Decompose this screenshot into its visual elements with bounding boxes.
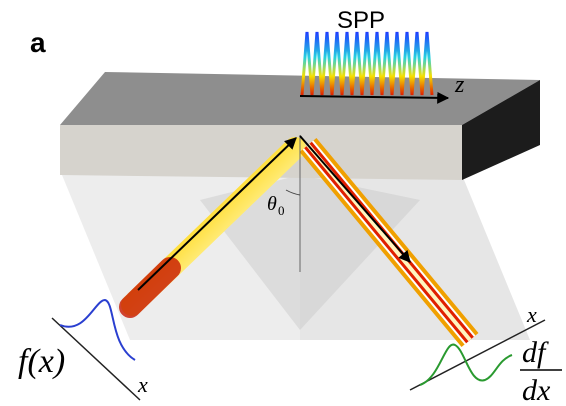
input-axis-label: x [137,372,148,397]
output-profile [420,345,512,385]
output-denominator: dx [522,374,551,406]
figure: a SPP z θ 0 f(x) x x df dx [0,0,566,406]
input-label: f(x) [18,343,65,380]
z-label: z [454,72,465,98]
output-axis-label: x [526,302,537,327]
angle-subscript: 0 [278,203,285,218]
panel-label: a [30,27,46,58]
output-numerator: df [522,336,549,369]
angle-symbol: θ [267,193,277,215]
wave-label: SPP [337,7,385,34]
